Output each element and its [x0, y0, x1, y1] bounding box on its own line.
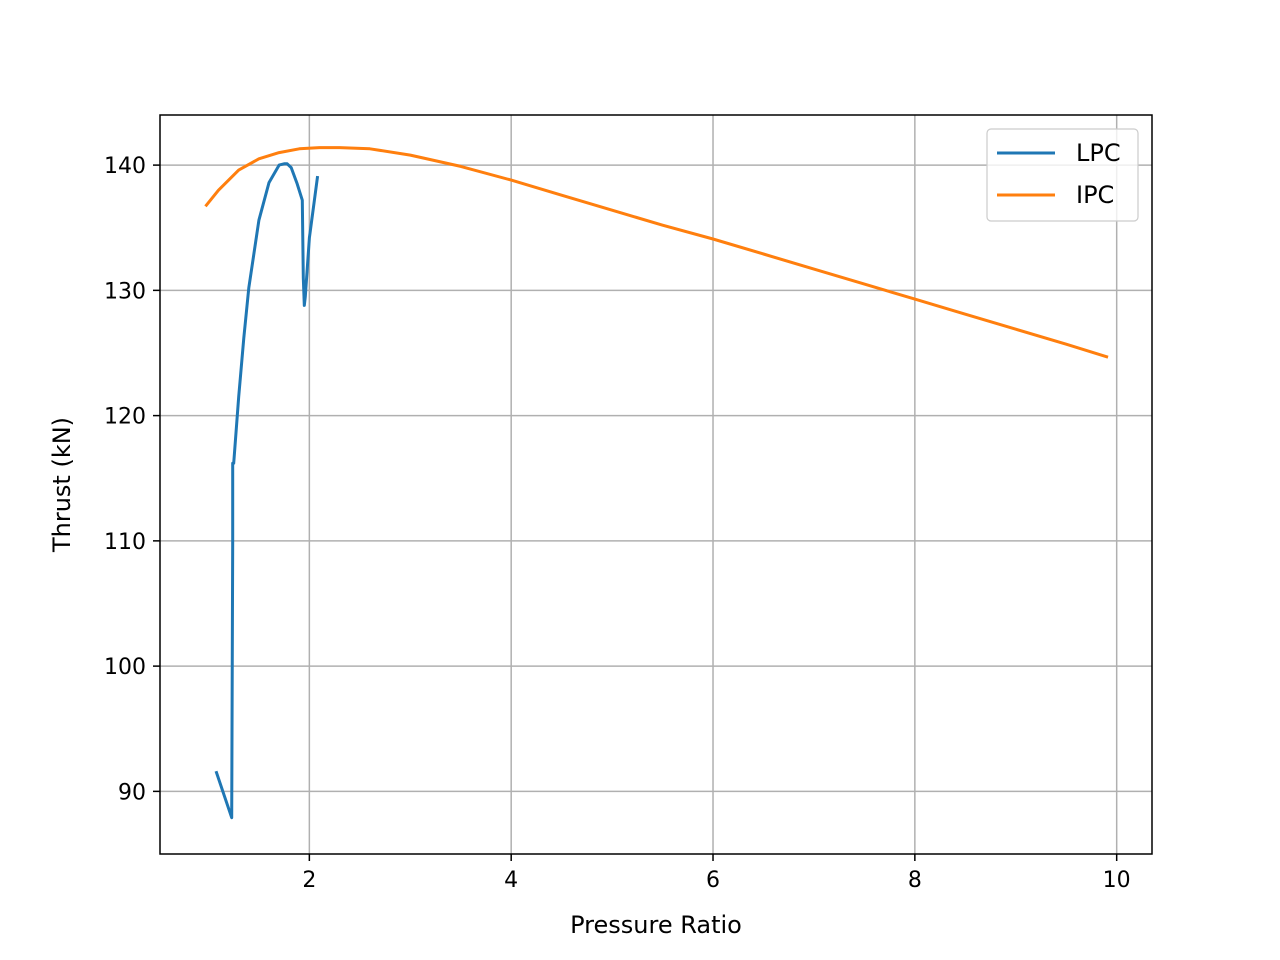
legend: LPC IPC [986, 128, 1139, 222]
x-tick-label: 4 [504, 868, 518, 893]
legend-label-lpc: LPC [1076, 139, 1121, 167]
y-tick-label: 90 [118, 780, 146, 805]
x-tick-label: 6 [706, 868, 720, 893]
legend-label-ipc: IPC [1076, 181, 1114, 209]
y-tick-label: 140 [104, 154, 146, 179]
y-tick-label: 130 [104, 279, 146, 304]
y-tick-label: 100 [104, 655, 146, 680]
x-tick-label: 10 [1103, 868, 1131, 893]
y-tick-label: 120 [104, 405, 146, 430]
series-layer [204, 146, 1109, 820]
x-tick-label: 2 [302, 868, 316, 893]
x-tick-label: 8 [908, 868, 922, 893]
y-tick-label: 110 [104, 530, 146, 555]
series-line-lpc [214, 162, 320, 820]
plot-frame [159, 114, 1153, 855]
series-line-ipc [204, 146, 1109, 359]
y-axis-label: Thrust (kN) [48, 417, 76, 553]
x-axis-ticks: 2 4 6 8 10 [302, 854, 1131, 893]
y-axis-ticks: 90 100 110 120 130 140 [104, 154, 160, 805]
x-axis-label: Pressure Ratio [570, 911, 742, 939]
